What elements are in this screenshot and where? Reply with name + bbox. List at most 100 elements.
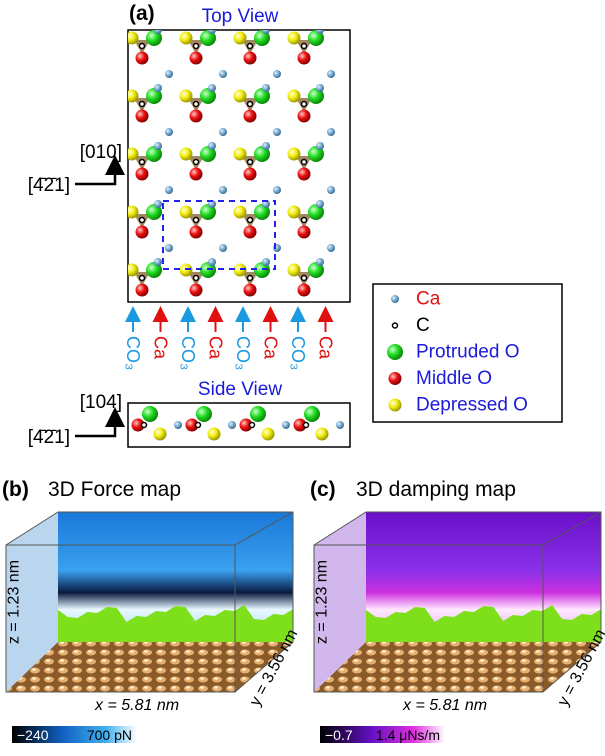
- atom: [136, 168, 149, 181]
- site-label: CO₃: [288, 336, 308, 370]
- carbon: [142, 423, 147, 428]
- atom: [196, 406, 212, 422]
- atom: [190, 226, 203, 239]
- axis-arrow: [75, 160, 115, 184]
- atom: [282, 421, 290, 429]
- atom: [208, 428, 221, 441]
- atom: [316, 200, 324, 208]
- axis-label: [010]: [80, 142, 122, 163]
- atom: [208, 84, 216, 92]
- panel-title: 3D damping map: [356, 478, 516, 501]
- atom: [273, 186, 281, 194]
- atom: [136, 284, 149, 297]
- atom: [262, 428, 275, 441]
- axis-label: x = 5.81 nm: [402, 697, 487, 714]
- atom: [234, 32, 247, 45]
- legend-label: Middle O: [416, 368, 492, 389]
- atom: [165, 186, 173, 194]
- carbon: [140, 276, 145, 281]
- atom: [219, 70, 227, 78]
- panel-title: 3D Force map: [48, 478, 181, 501]
- atom: [262, 84, 270, 92]
- atom: [316, 142, 324, 150]
- atom: [288, 206, 301, 219]
- atom: [250, 406, 266, 422]
- colorbar-min: −240: [17, 727, 49, 743]
- axis-arrow: [75, 412, 115, 436]
- atom: [389, 372, 402, 385]
- carbon: [302, 160, 307, 165]
- atom: [154, 428, 167, 441]
- atom: [273, 128, 281, 136]
- atom: [244, 284, 257, 297]
- atom: [288, 148, 301, 161]
- top-view: [126, 26, 351, 310]
- atom: [304, 406, 320, 422]
- atom: [234, 90, 247, 103]
- colorbar-max: 700 pN: [87, 727, 132, 743]
- carbon: [196, 423, 201, 428]
- carbon: [140, 44, 145, 49]
- carbon: [194, 218, 199, 223]
- atom: [208, 26, 216, 34]
- atom: [298, 284, 311, 297]
- atom: [180, 32, 193, 45]
- atom: [262, 26, 270, 34]
- atom: [165, 302, 173, 310]
- site-label: CO₃: [178, 336, 198, 370]
- view-title: Top View: [202, 6, 279, 27]
- atom: [316, 26, 324, 34]
- atom: [327, 302, 335, 310]
- carbon: [194, 160, 199, 165]
- atom: [336, 421, 344, 429]
- axis-label: [104]: [80, 392, 122, 413]
- atom: [389, 399, 402, 412]
- atom: [136, 226, 149, 239]
- colorbar-min: −0.7: [325, 727, 353, 743]
- atom: [244, 226, 257, 239]
- carbon: [140, 218, 145, 223]
- atom: [391, 295, 399, 303]
- site-label: Ca: [261, 336, 281, 360]
- atom: [165, 128, 173, 136]
- atom: [298, 110, 311, 123]
- panel-label: (b): [2, 478, 29, 501]
- atom: [298, 226, 311, 239]
- atom: [244, 110, 257, 123]
- carbon: [248, 276, 253, 281]
- carbon: [194, 276, 199, 281]
- atom: [190, 284, 203, 297]
- atom: [298, 52, 311, 65]
- atom: [316, 428, 329, 441]
- atom: [154, 258, 162, 266]
- atom: [180, 90, 193, 103]
- atom: [136, 52, 149, 65]
- atom: [154, 200, 162, 208]
- view-title: Side View: [198, 379, 282, 400]
- atom: [208, 258, 216, 266]
- atom: [219, 302, 227, 310]
- atom: [180, 206, 193, 219]
- site-label: Ca: [316, 336, 336, 360]
- atom: [208, 142, 216, 150]
- atom: [190, 52, 203, 65]
- atom: [327, 70, 335, 78]
- atom: [288, 32, 301, 45]
- atom: [327, 186, 335, 194]
- atom: [262, 142, 270, 150]
- atom: [228, 421, 236, 429]
- carbon: [248, 160, 253, 165]
- atom: [154, 142, 162, 150]
- atom: [234, 148, 247, 161]
- legend-label: C: [416, 315, 430, 336]
- axis-label: x = 5.81 nm: [94, 697, 179, 714]
- atom: [262, 258, 270, 266]
- legend-label: Ca: [416, 289, 441, 310]
- legend-label: Depressed O: [416, 395, 528, 416]
- site-label: Ca: [151, 336, 171, 360]
- carbon: [304, 423, 309, 428]
- damping-map: (c)3D damping mapz = 1.23 nmx = 5.81 nmy…: [310, 478, 605, 743]
- atom: [219, 186, 227, 194]
- colorbar-max: 1.4 μNs/m: [376, 727, 440, 743]
